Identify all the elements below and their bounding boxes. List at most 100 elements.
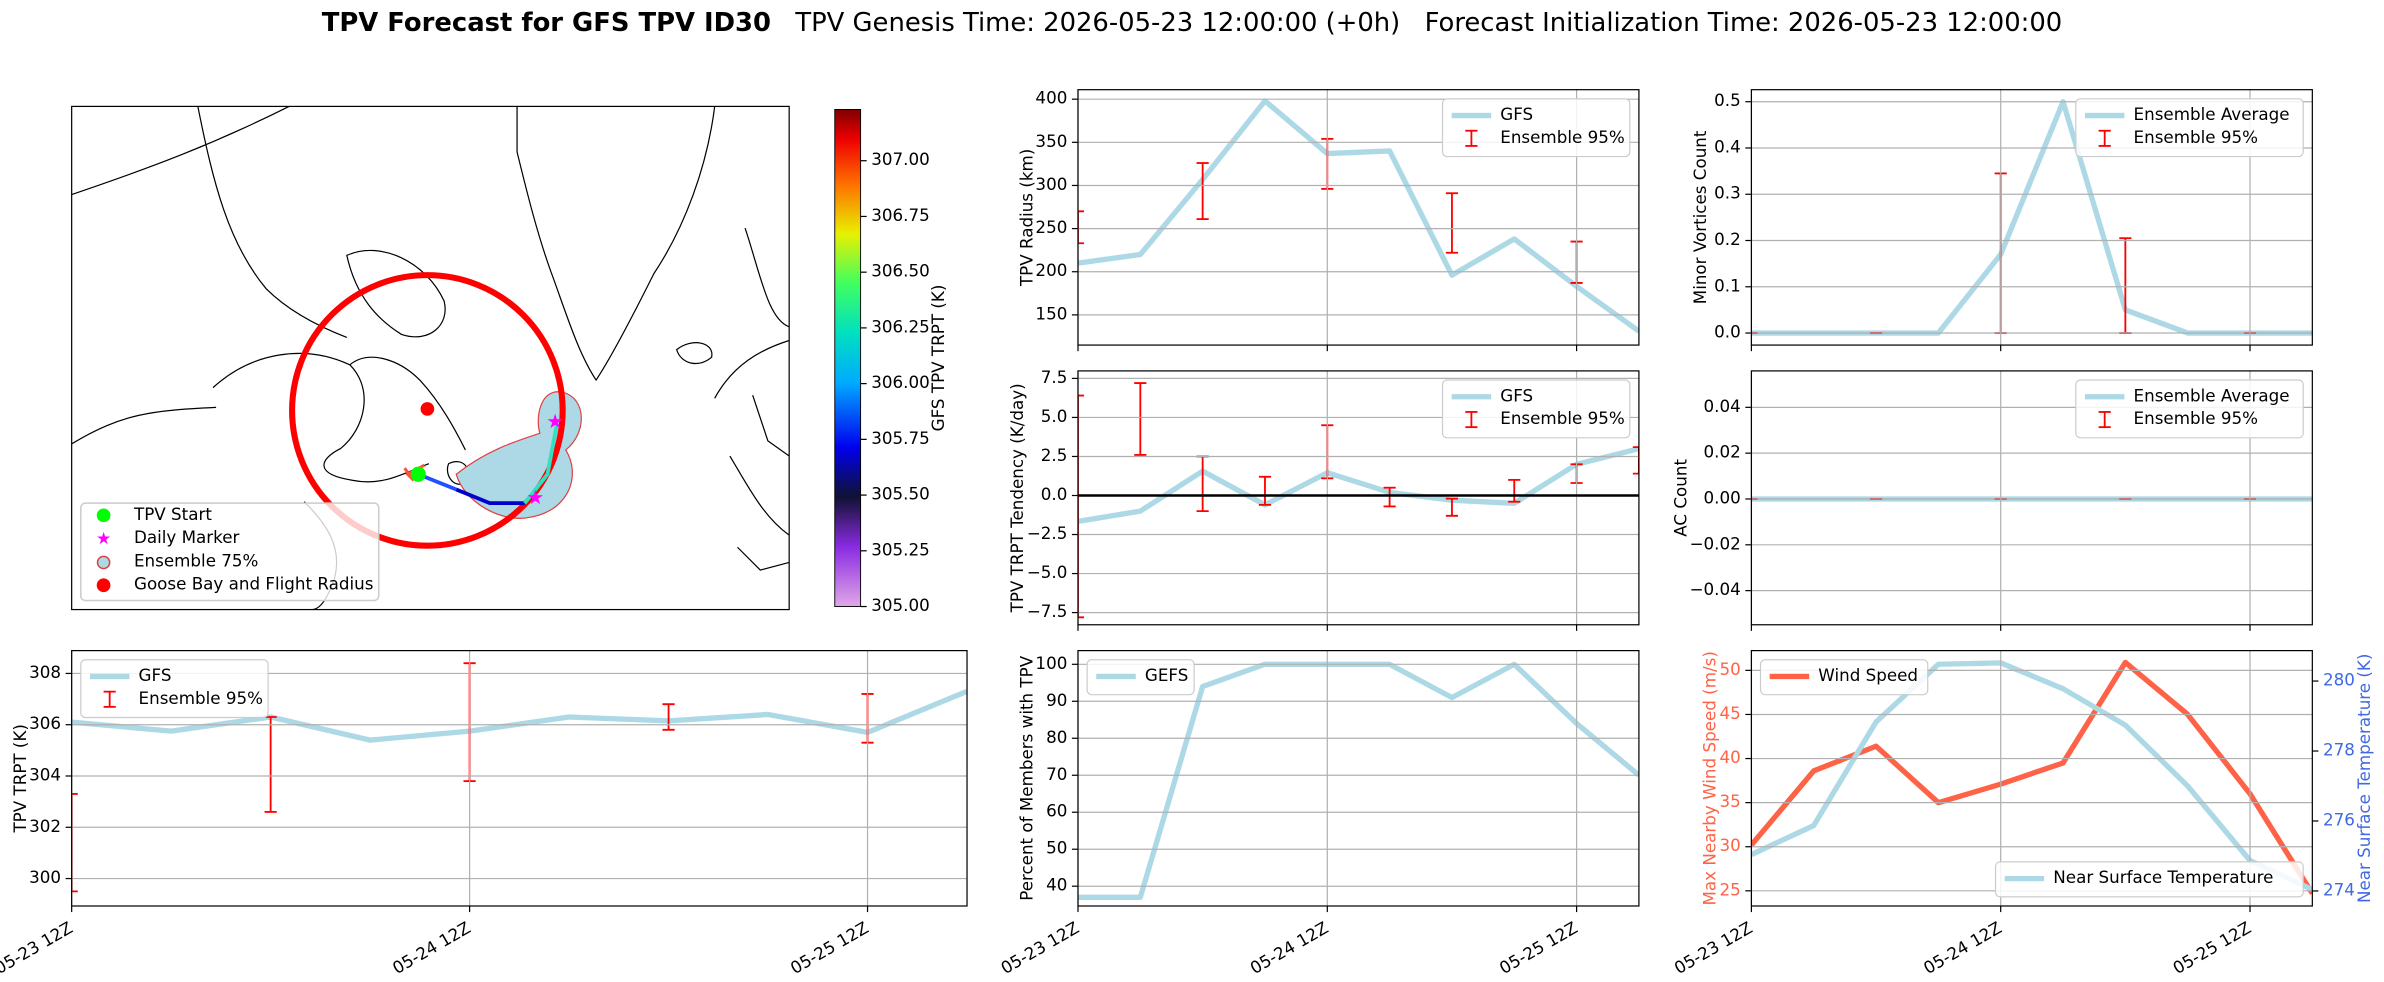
x-tick-label: 05-24 12Z — [389, 917, 474, 978]
y-tick-label: 100 — [1035, 653, 1067, 673]
daily-marker: ★ — [546, 410, 564, 433]
y-tick-label: 300 — [29, 867, 61, 887]
series-line — [1751, 659, 2313, 895]
y-tick-label: 80 — [1046, 727, 1067, 747]
coastline — [212, 352, 430, 483]
axes-frame — [1077, 89, 1640, 346]
y-tick-label: 306 — [29, 713, 61, 733]
coastline — [516, 106, 716, 382]
legend-box — [2075, 98, 2304, 158]
legend-label: Daily Marker — [134, 527, 240, 547]
y-tick-label: 0.3 — [1714, 183, 1741, 203]
legend-marker — [96, 578, 111, 593]
y-tick-label: 40 — [1046, 875, 1067, 895]
track — [523, 425, 559, 505]
y-axis-label: AC Count — [1671, 459, 1691, 537]
y-tick-label: 308 — [29, 662, 61, 682]
y2-axis-label: Near Surface Temperature (K) — [2354, 654, 2374, 903]
y-tick-label: 0.2 — [1714, 229, 1741, 249]
legend-label: GFS — [139, 665, 172, 685]
colorbar-tick-label: 305.00 — [871, 595, 930, 615]
axes-frame — [1077, 650, 1640, 907]
x-tick-label: 05-23 12Z — [997, 917, 1082, 978]
x-tick-label: 05-23 12Z — [0, 917, 76, 978]
legend-label: Goose Bay and Flight Radius — [134, 574, 373, 594]
series-line — [71, 688, 968, 743]
y-tick-label: 0.04 — [1704, 396, 1741, 416]
legend-label: Ensemble 95% — [1500, 127, 1624, 147]
colorbar-tick-label: 305.50 — [871, 484, 930, 504]
track — [455, 487, 525, 506]
y-tick-label: −7.5 — [1027, 601, 1068, 621]
legend-marker — [96, 508, 111, 523]
y-axis-label: TPV TRPT (K) — [10, 724, 30, 834]
legend-label: Ensemble 95% — [2134, 408, 2258, 428]
x-tick-label: 05-25 12Z — [2169, 917, 2254, 978]
y-tick-label: −0.04 — [1690, 579, 1741, 599]
legend-box — [1759, 659, 1929, 696]
legend-label: TPV Start — [133, 504, 212, 524]
y-tick-label: 90 — [1046, 690, 1067, 710]
y-tick-label: 304 — [29, 764, 61, 784]
y-tick-label: 45 — [1719, 703, 1740, 723]
legend-label: Ensemble 95% — [1500, 408, 1624, 428]
coastline — [346, 249, 446, 338]
legend-label: Ensemble Average — [2134, 385, 2290, 405]
map-legend — [80, 502, 380, 602]
plot-area — [1751, 659, 2313, 895]
colorbar-tick-label: 306.25 — [871, 316, 930, 336]
legend-label: Ensemble Average — [2134, 104, 2290, 124]
legend-marker — [96, 555, 111, 570]
y-tick-label: 150 — [1035, 303, 1067, 323]
x-tick-label: 05-25 12Z — [787, 917, 872, 978]
y-tick-label: 0.0 — [1041, 484, 1068, 504]
y-axis-label: Max Nearby Wind Speed (m/s) — [1699, 651, 1719, 905]
y-axis-label: Minor Vortices Count — [1690, 130, 1710, 304]
y-tick-label: 35 — [1719, 791, 1740, 811]
colorbar-tick-label: 306.50 — [871, 261, 930, 281]
axes-frame — [71, 650, 968, 907]
colorbar-tick-label: 305.75 — [871, 428, 930, 448]
legend-box — [1086, 659, 1195, 696]
y-tick-label: 0.02 — [1704, 442, 1741, 462]
y-tick-label: 0.5 — [1714, 90, 1741, 110]
y-tick-label: 60 — [1046, 801, 1067, 821]
daily-marker: ★ — [526, 486, 544, 509]
coastline — [349, 356, 466, 451]
legend-label: GFS — [1500, 385, 1533, 405]
legend-box — [2075, 379, 2304, 439]
series-line — [1077, 661, 1639, 900]
axes-frame — [1750, 89, 2313, 346]
y-axis-label: Percent of Members with TPV — [1016, 655, 1036, 901]
coastline — [714, 227, 790, 571]
y-tick-label: 350 — [1035, 131, 1067, 151]
init-time: Forecast Initialization Time: 2026-05-23… — [1425, 7, 2063, 37]
axes-frame — [1077, 370, 1640, 626]
y-tick-label: 0.00 — [1704, 487, 1741, 507]
legend-label: GEFS — [1145, 665, 1188, 685]
flight-radius — [289, 272, 566, 549]
y2-tick-label: 280 — [2323, 670, 2355, 690]
ensemble-75-area — [455, 391, 582, 519]
colorbar-tick-label: 307.00 — [871, 149, 930, 169]
y-tick-label: 0.1 — [1714, 275, 1741, 295]
y-tick-label: 50 — [1046, 838, 1067, 858]
y-axis-label: TPV Radius (km) — [1016, 149, 1036, 287]
legend-label: Wind Speed — [1818, 665, 1918, 685]
legend-box — [1994, 861, 2304, 898]
legend-marker: ★ — [96, 528, 111, 548]
colorbar — [834, 108, 862, 607]
legend-label: Near Surface Temperature — [2053, 867, 2273, 887]
y-tick-label: 40 — [1719, 747, 1740, 767]
legend-label: Ensemble 75% — [134, 550, 258, 570]
y-tick-label: 2.5 — [1041, 445, 1068, 465]
axes-frame — [1750, 370, 2313, 626]
series-line — [1077, 446, 1639, 525]
y-tick-label: 250 — [1035, 217, 1067, 237]
y2-tick-label: 278 — [2323, 740, 2355, 760]
coastline — [675, 342, 713, 365]
y-tick-label: 0.4 — [1714, 136, 1741, 156]
axes-frame — [1750, 650, 2313, 907]
x-tick-label: 05-24 12Z — [1920, 917, 2005, 978]
